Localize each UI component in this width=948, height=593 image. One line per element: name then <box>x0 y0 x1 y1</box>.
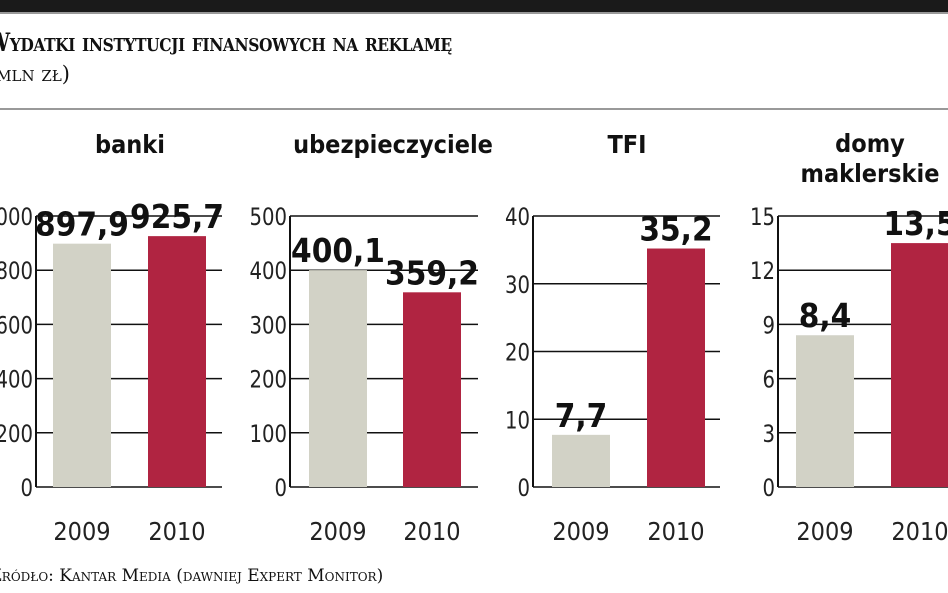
y-tick-label: 200 <box>250 366 288 394</box>
bar-2009 <box>53 243 111 487</box>
value-label: 8,4 <box>799 296 852 335</box>
bar-2010 <box>403 292 461 487</box>
top-rule <box>0 12 948 14</box>
y-tick-label: 10 <box>505 406 530 434</box>
value-label: 925,7 <box>130 197 224 236</box>
value-label: 897,9 <box>35 205 129 244</box>
bar-2009 <box>309 270 367 487</box>
y-tick-label: 0 <box>518 474 531 502</box>
y-tick-label: 6 <box>763 366 776 394</box>
bar-2009 <box>552 434 610 487</box>
y-tick-label: 12 <box>750 257 775 285</box>
value-label: 7,7 <box>555 396 608 435</box>
panel-title: maklerskie <box>801 159 940 188</box>
bar-2009 <box>796 335 854 487</box>
y-tick-label: 200 <box>0 420 33 448</box>
y-tick-label: 0 <box>275 474 288 502</box>
y-tick-label: 9 <box>763 311 776 339</box>
value-label: 359,2 <box>385 253 479 292</box>
panel-title: banki <box>95 130 165 159</box>
y-tick-label: 400 <box>0 366 33 394</box>
title-rule <box>0 108 948 110</box>
x-tick-label: 2010 <box>891 517 948 546</box>
y-tick-label: 30 <box>505 271 530 299</box>
value-label: 400,1 <box>291 231 385 270</box>
y-tick-label: 1000 <box>0 203 33 231</box>
bar-2010 <box>891 243 948 487</box>
y-tick-label: 600 <box>0 311 33 339</box>
panel-title: TFI <box>607 130 646 159</box>
y-tick-label: 0 <box>763 474 776 502</box>
x-tick-label: 2009 <box>309 517 366 546</box>
bar-2010 <box>647 248 705 487</box>
chart-subtitle: (mln zł) <box>0 62 70 86</box>
y-tick-label: 300 <box>250 311 288 339</box>
top-bar <box>0 0 948 12</box>
bar-2010 <box>148 236 206 487</box>
panel-title: domy <box>835 129 905 158</box>
y-tick-label: 20 <box>505 339 530 367</box>
source-note: Źródło: Kantar Media (dawniej Expert Mon… <box>0 566 384 586</box>
value-label: 35,2 <box>639 210 712 249</box>
x-tick-label: 2009 <box>552 517 609 546</box>
y-tick-label: 800 <box>0 257 33 285</box>
y-tick-label: 0 <box>21 474 34 502</box>
y-tick-label: 100 <box>250 420 288 448</box>
x-tick-label: 2010 <box>148 517 205 546</box>
x-tick-label: 2010 <box>647 517 704 546</box>
y-tick-label: 500 <box>250 203 288 231</box>
x-tick-label: 2009 <box>53 517 110 546</box>
panel-title: ubezpieczyciele <box>293 130 493 159</box>
y-tick-label: 3 <box>763 420 776 448</box>
y-tick-label: 40 <box>505 203 530 231</box>
chart-title: Wydatki instytucji finansowych na reklam… <box>0 28 452 57</box>
y-tick-label: 15 <box>750 203 775 231</box>
x-tick-label: 2010 <box>403 517 460 546</box>
y-tick-label: 400 <box>250 257 288 285</box>
value-label: 13,5 <box>883 204 948 243</box>
x-tick-label: 2009 <box>796 517 853 546</box>
